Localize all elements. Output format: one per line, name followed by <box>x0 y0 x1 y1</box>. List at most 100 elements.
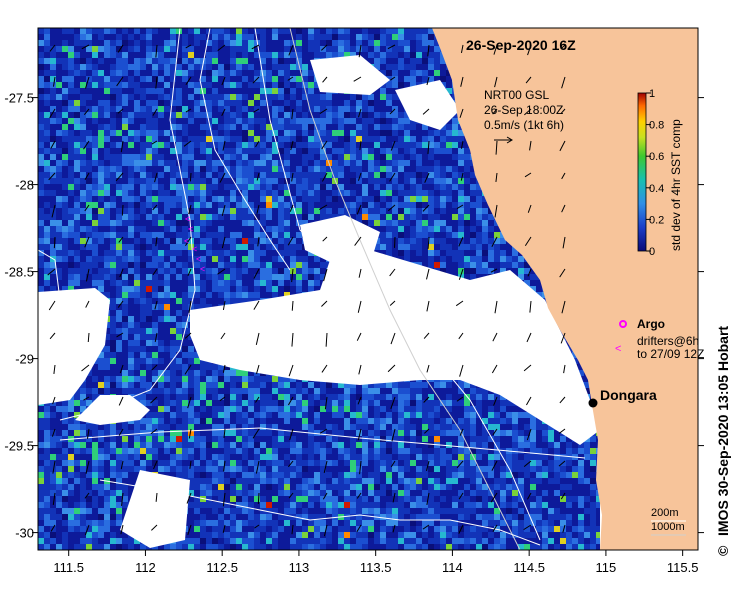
sst-pixel <box>56 76 62 82</box>
sst-pixel <box>230 100 236 106</box>
sst-pixel <box>86 238 92 244</box>
sst-pixel <box>398 148 404 154</box>
sst-pixel <box>38 46 44 52</box>
sst-pixel <box>350 52 356 58</box>
sst-pixel <box>422 190 428 196</box>
sst-pixel <box>272 202 278 208</box>
sst-pixel <box>254 46 260 52</box>
sst-pixel <box>206 136 212 142</box>
sst-pixel <box>104 94 110 100</box>
sst-pixel <box>230 184 236 190</box>
sst-pixel <box>206 40 212 46</box>
sst-pixel <box>260 70 266 76</box>
sst-pixel <box>116 274 122 280</box>
sst-pixel <box>56 238 62 244</box>
sst-pixel <box>350 172 356 178</box>
sst-pixel <box>296 226 302 232</box>
sst-pixel <box>452 232 458 238</box>
sst-pixel <box>410 142 416 148</box>
sst-pixel <box>152 268 158 274</box>
sst-pixel <box>386 46 392 52</box>
sst-pixel <box>110 82 116 88</box>
sst-pixel <box>116 214 122 220</box>
sst-pixel <box>224 244 230 250</box>
sst-pixel <box>398 52 404 58</box>
sst-pixel <box>284 82 290 88</box>
sst-pixel <box>248 148 254 154</box>
sst-pixel <box>296 100 302 106</box>
sst-pixel <box>38 82 44 88</box>
sst-pixel <box>356 124 362 130</box>
sst-pixel <box>230 94 236 100</box>
sst-pixel <box>92 172 98 178</box>
sst-pixel <box>152 34 158 40</box>
sst-pixel <box>380 214 386 220</box>
sst-pixel <box>272 130 278 136</box>
sst-pixel <box>266 274 272 280</box>
sst-pixel <box>146 184 152 190</box>
sst-pixel <box>314 208 320 214</box>
sst-pixel <box>302 184 308 190</box>
sst-pixel <box>164 190 170 196</box>
sst-pixel <box>350 118 356 124</box>
sst-pixel <box>428 64 434 70</box>
sst-pixel <box>428 220 434 226</box>
sst-pixel <box>80 172 86 178</box>
sst-pixel <box>158 256 164 262</box>
sst-pixel <box>44 220 50 226</box>
sst-pixel <box>458 226 464 232</box>
sst-pixel <box>128 28 134 34</box>
sst-pixel <box>302 64 308 70</box>
sst-pixel <box>80 64 86 70</box>
sst-pixel <box>302 286 308 292</box>
sst-pixel <box>170 274 176 280</box>
sst-pixel <box>260 292 266 298</box>
sst-pixel <box>158 250 164 256</box>
sst-pixel <box>374 202 380 208</box>
sst-pixel <box>260 238 266 244</box>
sst-pixel <box>140 166 146 172</box>
sst-pixel <box>68 124 74 130</box>
sst-pixel <box>188 70 194 76</box>
sst-pixel <box>194 214 200 220</box>
sst-pixel <box>266 220 272 226</box>
sst-pixel <box>74 214 80 220</box>
sst-pixel <box>92 100 98 106</box>
sst-pixel <box>200 238 206 244</box>
sst-pixel <box>128 94 134 100</box>
sst-pixel <box>38 190 44 196</box>
sst-pixel <box>50 154 56 160</box>
sst-pixel <box>260 268 266 274</box>
sst-pixel <box>200 298 206 304</box>
sst-pixel <box>410 214 416 220</box>
sst-pixel <box>416 76 422 82</box>
sst-pixel <box>494 262 500 268</box>
sst-pixel <box>176 130 182 136</box>
sst-pixel <box>446 226 452 232</box>
sst-pixel <box>458 202 464 208</box>
sst-pixel <box>146 70 152 76</box>
sst-pixel <box>104 58 110 64</box>
sst-pixel <box>98 184 104 190</box>
sst-pixel <box>128 58 134 64</box>
sst-pixel <box>134 178 140 184</box>
sst-pixel <box>476 202 482 208</box>
sst-pixel <box>380 46 386 52</box>
sst-pixel <box>128 280 134 286</box>
sst-pixel <box>218 88 224 94</box>
sst-pixel <box>368 52 374 58</box>
sst-pixel <box>188 256 194 262</box>
sst-pixel <box>188 112 194 118</box>
sst-pixel <box>212 160 218 166</box>
sst-pixel <box>350 28 356 34</box>
sst-pixel <box>302 106 308 112</box>
sst-pixel <box>74 34 80 40</box>
sst-pixel <box>212 232 218 238</box>
sst-pixel <box>314 28 320 34</box>
sst-pixel <box>458 142 464 148</box>
sst-pixel <box>200 40 206 46</box>
sst-pixel <box>56 100 62 106</box>
sst-pixel <box>434 40 440 46</box>
sst-pixel <box>290 112 296 118</box>
sst-pixel <box>56 88 62 94</box>
